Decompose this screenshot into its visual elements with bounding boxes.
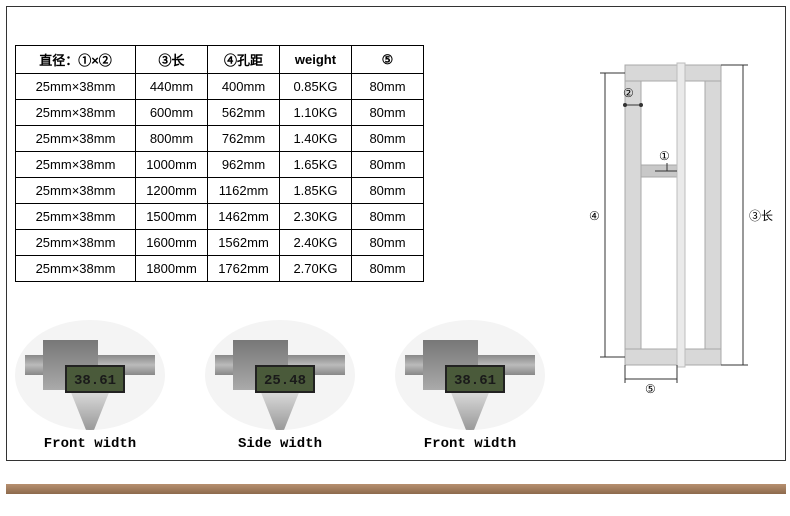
table-cell: 0.85KG [280,74,352,100]
diagram-label-3: ③长 [749,209,773,223]
table-cell: 2.40KG [280,230,352,256]
col-weight: weight [280,46,352,74]
table-cell: 25mm×38mm [16,152,136,178]
table-cell: 1200mm [136,178,208,204]
table-row: 25mm×38mm1600mm1562mm2.40KG80mm [16,230,424,256]
table-cell: 80mm [352,100,424,126]
table-cell: 1500mm [136,204,208,230]
table-cell: 762mm [208,126,280,152]
table-cell: 1.40KG [280,126,352,152]
caliper-label: Side width [205,436,355,452]
table-row: 25mm×38mm1000mm962mm1.65KG80mm [16,152,424,178]
caliper-block: 38.61 Front width [15,320,165,452]
table-cell: 25mm×38mm [16,100,136,126]
table-cell: 1000mm [136,152,208,178]
table-cell: 25mm×38mm [16,230,136,256]
table-row: 25mm×38mm440mm400mm0.85KG80mm [16,74,424,100]
caliper-reading: 25.48 [255,365,315,393]
caliper-label: Front width [15,436,165,452]
footer-band [6,484,786,494]
caliper-block: 25.48 Side width [205,320,355,452]
table-row: 25mm×38mm1800mm1762mm2.70KG80mm [16,256,424,282]
caliper-reading: 38.61 [65,365,125,393]
caliper-reading: 38.61 [445,365,505,393]
table-cell: 1.85KG [280,178,352,204]
caliper-image: 38.61 [395,320,545,430]
table-cell: 80mm [352,230,424,256]
table-cell: 80mm [352,126,424,152]
table-cell: 1462mm [208,204,280,230]
table-cell: 80mm [352,204,424,230]
table-cell: 25mm×38mm [16,178,136,204]
table-cell: 1162mm [208,178,280,204]
table-cell: 25mm×38mm [16,126,136,152]
table-header-row: 直径：①×② ③长 ④孔距 weight ⑤ [16,46,424,74]
table-cell: 2.70KG [280,256,352,282]
caliper-block: 38.61 Front width [395,320,545,452]
table-cell: 400mm [208,74,280,100]
table-cell: 80mm [352,152,424,178]
col-hole-distance: ④孔距 [208,46,280,74]
col-length: ③长 [136,46,208,74]
spec-sheet-container: 直径：①×② ③长 ④孔距 weight ⑤ 25mm×38mm440mm400… [6,6,786,461]
table-row: 25mm×38mm1200mm1162mm1.85KG80mm [16,178,424,204]
col-five: ⑤ [352,46,424,74]
table-cell: 1600mm [136,230,208,256]
diagram-label-1: ① [659,149,670,163]
diagram-label-5: ⑤ [645,382,656,395]
caliper-image: 25.48 [205,320,355,430]
table-cell: 800mm [136,126,208,152]
table-cell: 25mm×38mm [16,204,136,230]
table-cell: 962mm [208,152,280,178]
table-cell: 1762mm [208,256,280,282]
table-cell: 80mm [352,178,424,204]
table-cell: 1.65KG [280,152,352,178]
table-cell: 600mm [136,100,208,126]
table-cell: 1562mm [208,230,280,256]
table-cell: 25mm×38mm [16,256,136,282]
table-cell: 2.30KG [280,204,352,230]
table-cell: 25mm×38mm [16,74,136,100]
table-cell: 562mm [208,100,280,126]
table-cell: 80mm [352,74,424,100]
table-cell: 1800mm [136,256,208,282]
table-cell: 440mm [136,74,208,100]
diagram-label-2: ② [623,86,634,100]
table-row: 25mm×38mm1500mm1462mm2.30KG80mm [16,204,424,230]
caliper-row: 38.61 Front width 25.48 Side width 38.61 Fron… [15,320,545,452]
spec-table: 直径：①×② ③长 ④孔距 weight ⑤ 25mm×38mm440mm400… [15,45,424,282]
table-row: 25mm×38mm800mm762mm1.40KG80mm [16,126,424,152]
diagram-label-4: ④ [589,209,600,223]
caliper-label: Front width [395,436,545,452]
table-cell: 1.10KG [280,100,352,126]
caliper-image: 38.61 [15,320,165,430]
table-row: 25mm×38mm600mm562mm1.10KG80mm [16,100,424,126]
col-diameter: 直径：①×② [16,46,136,74]
table-cell: 80mm [352,256,424,282]
